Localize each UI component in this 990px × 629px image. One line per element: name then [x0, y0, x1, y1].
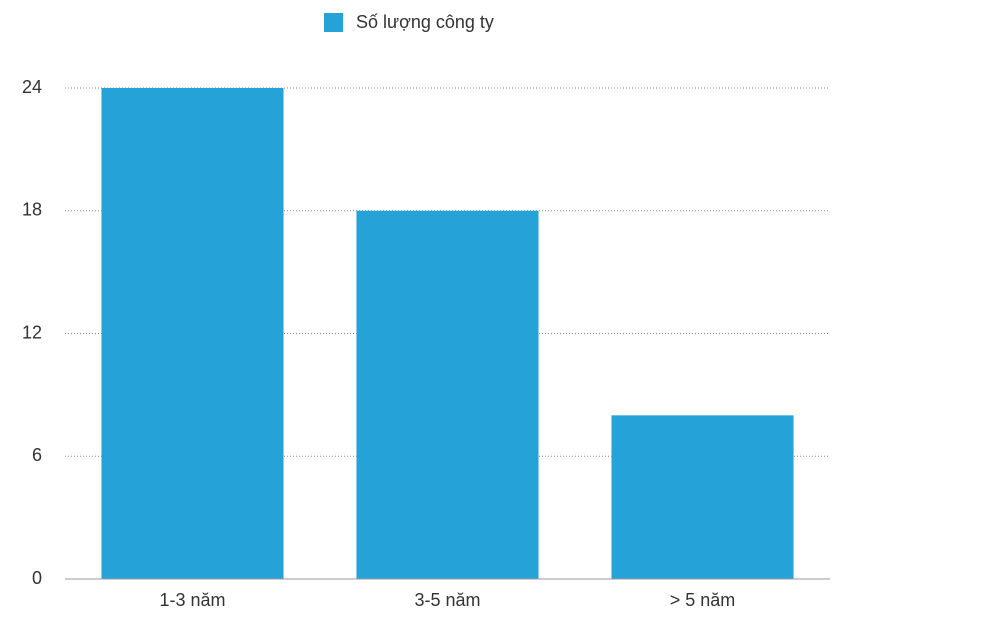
- y-tick-label: 12: [22, 322, 42, 342]
- y-tick-label: 18: [22, 200, 42, 220]
- x-tick-label: 1-3 năm: [159, 590, 225, 610]
- legend-label: Số lượng công ty: [356, 12, 494, 32]
- bar: [611, 415, 794, 579]
- legend-swatch: [324, 13, 343, 32]
- x-tick-label: 3-5 năm: [414, 590, 480, 610]
- y-tick-label: 24: [22, 77, 42, 97]
- y-tick-label: 0: [32, 568, 42, 588]
- x-tick-label: > 5 năm: [670, 590, 736, 610]
- bar: [356, 210, 539, 579]
- y-tick-label: 6: [32, 445, 42, 465]
- bar: [101, 88, 284, 579]
